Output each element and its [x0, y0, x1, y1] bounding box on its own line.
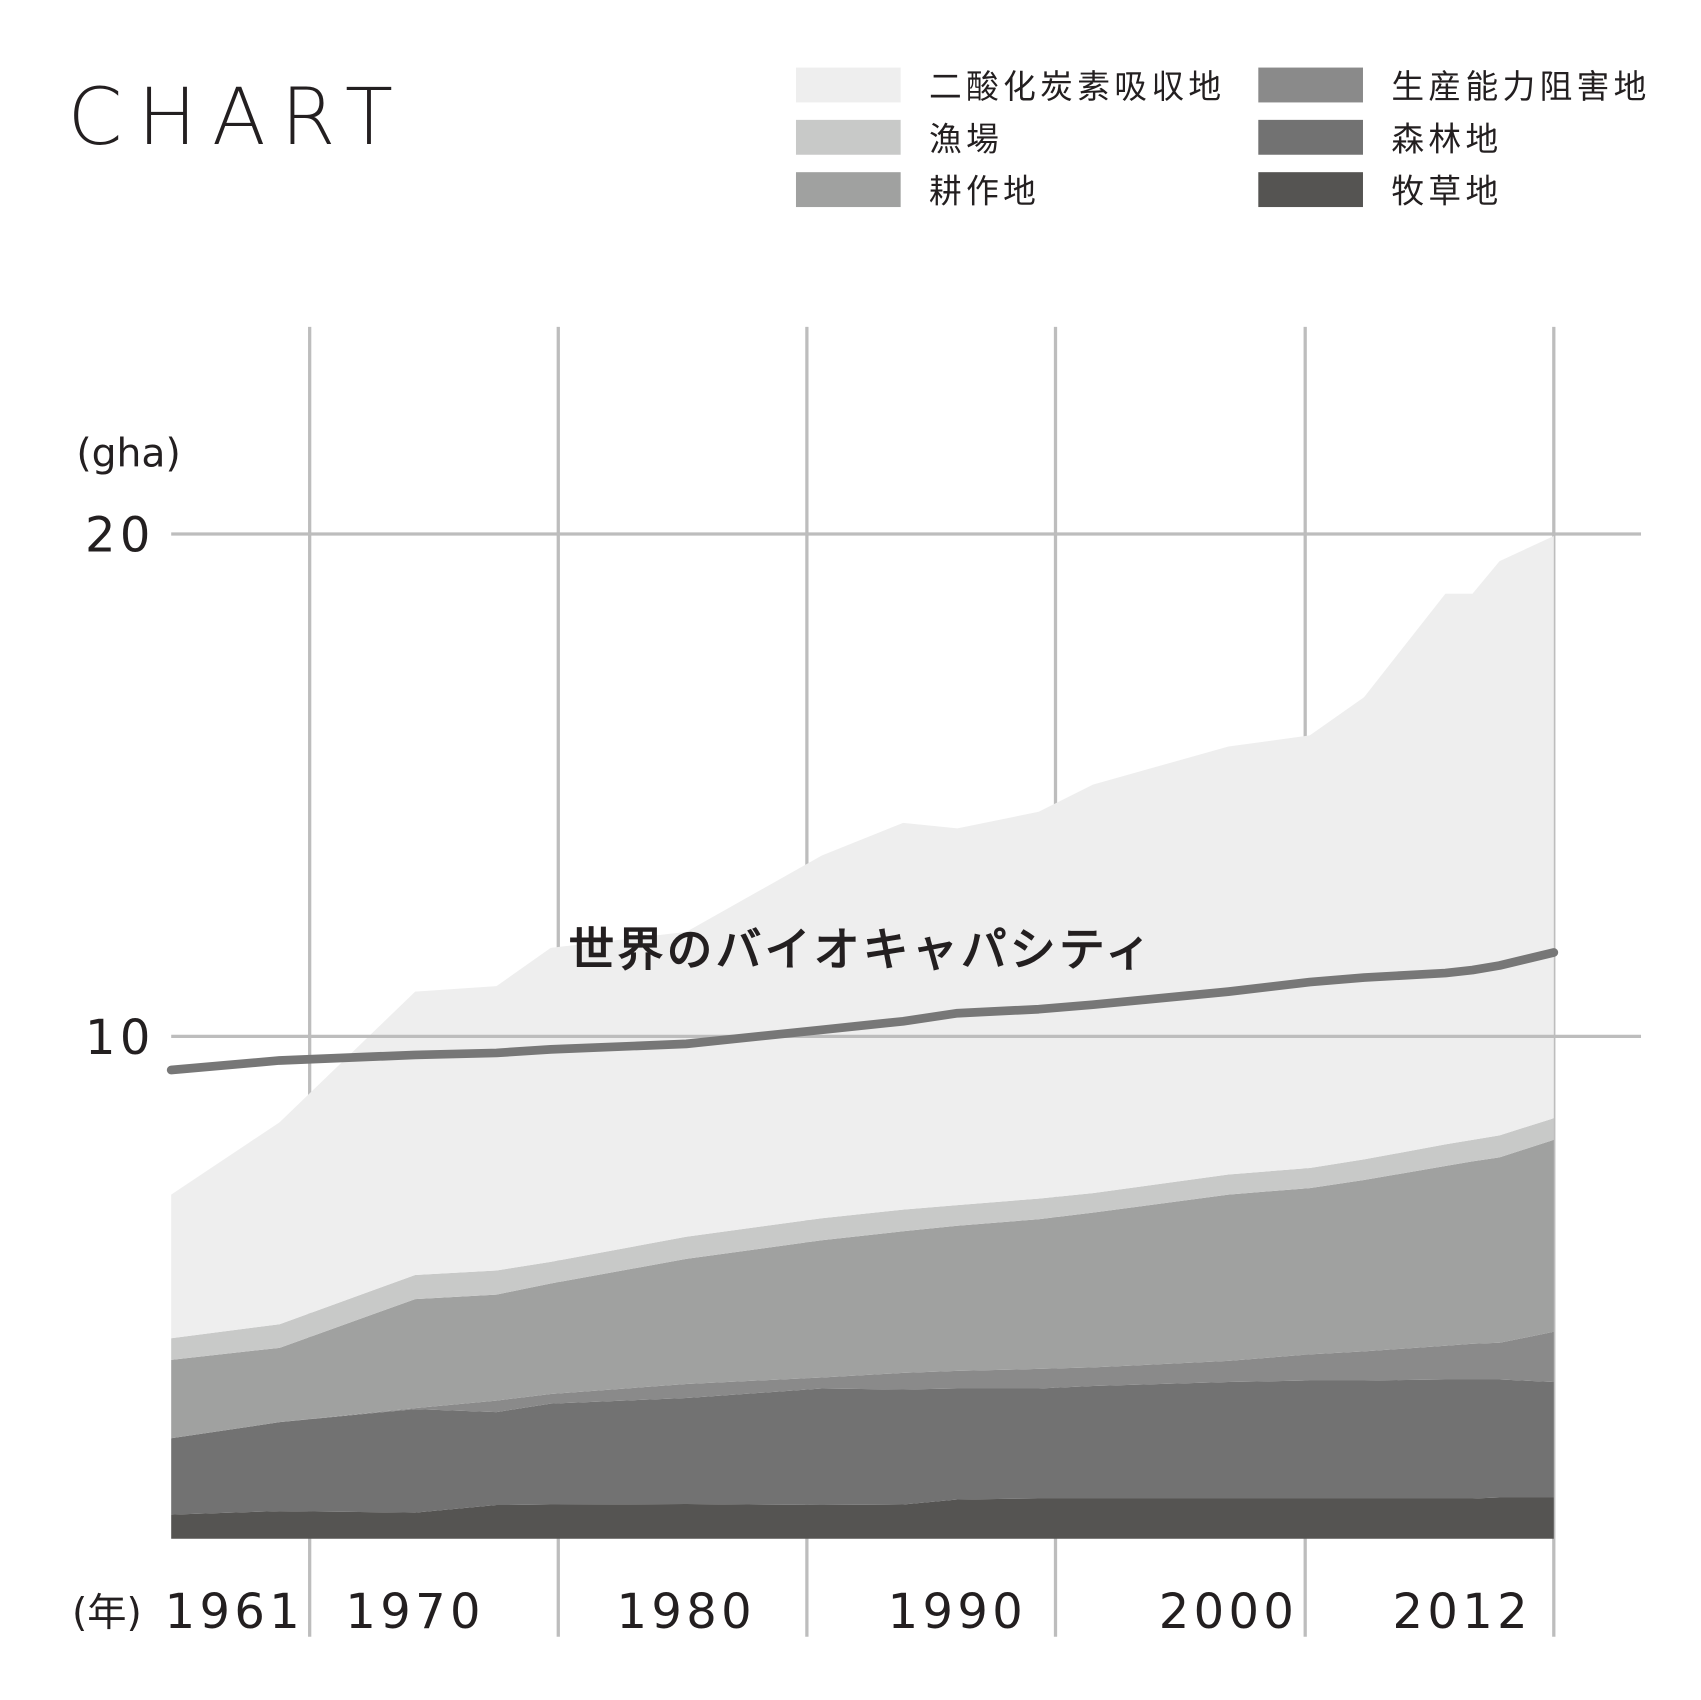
legend-label: 耕作地: [929, 173, 1040, 211]
legend-label: 森林地: [1391, 120, 1502, 158]
legend-swatch: [1258, 67, 1363, 103]
capacity-line: [166, 948, 1559, 1075]
area: [171, 1331, 1554, 1439]
y-unit: (gha): [76, 431, 180, 476]
x-tick-label: 2012: [1392, 1584, 1532, 1640]
area: [171, 1139, 1554, 1439]
legend-swatch: [1258, 172, 1363, 208]
y-tick-label: 10: [85, 1010, 155, 1066]
areas: [171, 535, 1554, 1539]
x-tick-label: 1990: [888, 1584, 1028, 1640]
legend-swatch: [795, 67, 901, 103]
logo: CHART: [68, 71, 409, 163]
area: [171, 535, 1554, 1339]
area: [171, 1497, 1554, 1539]
legend-label: 二酸化炭素吸収地: [929, 68, 1225, 106]
y-tick-label: 20: [85, 507, 155, 563]
x-unit: (年): [72, 1591, 142, 1636]
area: [171, 1379, 1554, 1515]
legend-label: 牧草地: [1391, 173, 1502, 211]
x-tick-label: 1961: [165, 1584, 305, 1640]
legend-label: 漁場: [929, 120, 1003, 158]
x-tick-label: 1970: [345, 1584, 485, 1640]
legend-swatch: [795, 172, 901, 208]
legend-swatch: [1258, 119, 1363, 155]
x-tick-label: 2000: [1159, 1584, 1299, 1640]
legend-swatch: [795, 119, 901, 155]
line-label: 世界のバイオキャパシティ: [568, 924, 1154, 977]
legend-label: 生産能力阻害地: [1391, 68, 1650, 106]
x-tick-label: 1980: [617, 1584, 757, 1640]
area: [171, 1118, 1554, 1360]
